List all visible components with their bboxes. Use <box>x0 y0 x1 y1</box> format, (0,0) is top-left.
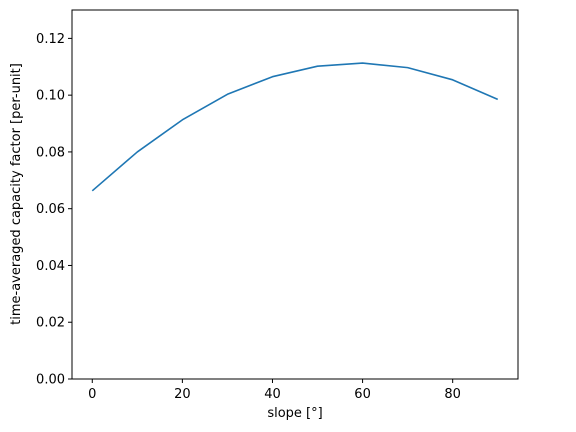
y-tick-label: 0.10 <box>36 89 65 104</box>
x-axis-ticks: 0 20 40 60 80 <box>88 379 461 402</box>
series-line <box>91 62 499 192</box>
y-tick-label: 0.00 <box>36 373 65 388</box>
x-tick-label: 60 <box>354 387 371 402</box>
x-axis-label: slope [°] <box>267 406 322 421</box>
x-tick-label: 0 <box>88 387 96 402</box>
series-layer <box>91 62 499 192</box>
y-tick-label: 0.08 <box>36 145 65 160</box>
y-axis-label: time-averaged capacity factor [per-unit] <box>9 63 24 325</box>
y-tick-label: 0.04 <box>36 259 65 274</box>
y-tick-label: 0.02 <box>36 316 65 331</box>
x-tick-label: 40 <box>264 387 281 402</box>
y-tick-label: 0.12 <box>36 32 65 47</box>
plot-frame <box>71 9 519 380</box>
x-tick-label: 20 <box>174 387 191 402</box>
y-axis-ticks: 0.00 0.02 0.04 0.06 0.08 0.10 0.12 <box>36 32 72 388</box>
y-tick-label: 0.06 <box>36 202 65 217</box>
x-tick-label: 80 <box>444 387 461 402</box>
